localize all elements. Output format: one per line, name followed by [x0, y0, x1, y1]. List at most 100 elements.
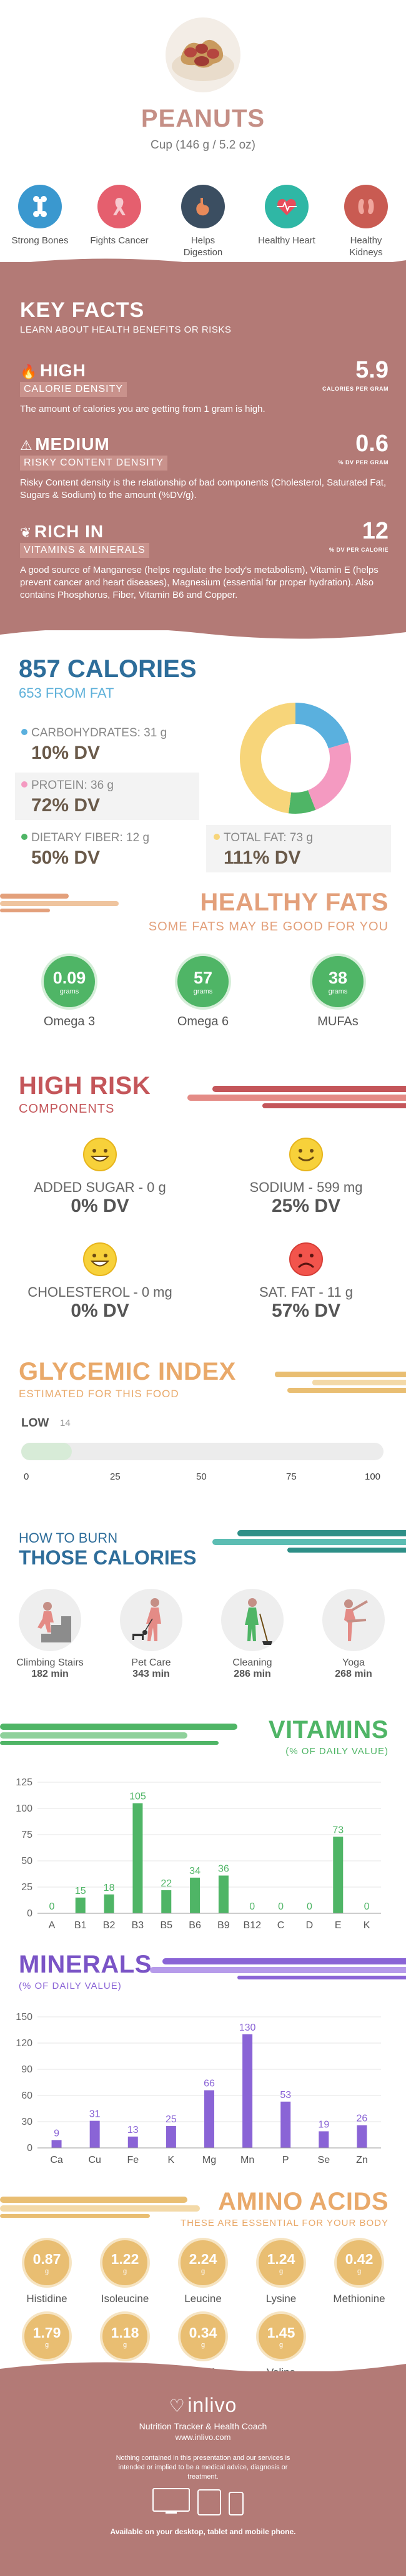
calorie-density-level: 🔥 HIGH — [20, 361, 86, 381]
heart-icon — [265, 185, 309, 228]
amino-value: 0.87 — [32, 2250, 61, 2267]
amino-value: 1.45 — [267, 2324, 295, 2341]
macro-label: DIETARY FIBER: 12 g — [31, 831, 150, 844]
bar-value-label: 73 — [332, 1825, 344, 1835]
fat-name: MUFAs — [317, 1015, 359, 1028]
macro-dv: 10% DV — [31, 743, 101, 763]
bar-value-label: 31 — [89, 2109, 101, 2120]
x-tick-label: B5 — [160, 1920, 172, 1931]
macro-total-fat: TOTAL FAT: 73 g 111% DV — [206, 825, 391, 872]
y-tick-label: 100 — [16, 1803, 32, 1814]
risky-density-tag: RISKY CONTENT DENSITY — [20, 456, 167, 471]
calorie-density-unit: CALORIES PER GRAM — [322, 386, 389, 392]
glycemic-value: 14 — [60, 1418, 71, 1428]
amino-unit: g — [279, 2267, 284, 2275]
macro-dv: 111% DV — [224, 847, 301, 868]
bar-value-label: 0 — [278, 1901, 284, 1912]
burn-name: Climbing Stairs — [16, 1657, 84, 1668]
calorie-density-tag: CALORIE DENSITY — [20, 382, 127, 397]
bar-value-label: 36 — [218, 1864, 229, 1875]
key-facts-title: KEY FACTS — [20, 298, 145, 322]
burn-minutes: 182 min — [31, 1669, 69, 1679]
fat-omega-3: 0.09 grams Omega 3 — [38, 954, 101, 1029]
y-tick-label: 25 — [21, 1882, 32, 1893]
bar — [166, 2126, 176, 2148]
macro-dietary-fiber: DIETARY FIBER: 12 g 50% DV — [15, 825, 199, 872]
burn-minutes: 343 min — [132, 1669, 170, 1679]
x-tick-label: Fe — [127, 2155, 139, 2165]
x-tick-label: K — [364, 1920, 370, 1931]
burn-cleaning: Cleaning 286 min — [209, 1589, 296, 1680]
sad-face-icon — [289, 1242, 323, 1276]
fat-value: 0.09 — [52, 968, 86, 987]
bar-value-label: 26 — [357, 2114, 368, 2124]
cleaning-icon — [221, 1589, 284, 1651]
risk-dv: 57% DV — [271, 1300, 341, 1321]
warning-icon: ⚠ — [20, 437, 32, 453]
donut-slice — [295, 703, 349, 749]
vitamins-density-value: 12 — [362, 518, 389, 544]
bar-value-label: 9 — [54, 2128, 59, 2139]
vitamins-density-tag: VITAMINS & MINERALS — [20, 543, 149, 558]
macro-label: TOTAL FAT: 73 g — [224, 831, 313, 844]
risk-sodium: SODIUM - 599 mg 25% DV — [212, 1137, 400, 1217]
amino-value: 1.24 — [267, 2250, 295, 2267]
y-tick-label: 120 — [16, 2038, 32, 2049]
bar — [218, 1875, 229, 1913]
y-tick-label: 90 — [21, 2064, 32, 2075]
bar — [242, 2034, 253, 2148]
burn-title-big: THOSE CALORIES — [19, 1546, 197, 1569]
x-tick-label: B3 — [132, 1920, 144, 1931]
burn-name: Yoga — [342, 1657, 365, 1668]
benefit-helps-digestion: Helps Digestion — [172, 185, 234, 258]
x-tick-label: Se — [318, 2155, 330, 2165]
risk-dv: 0% DV — [71, 1196, 129, 1216]
risky-density-unit: % DV PER GRAM — [338, 459, 389, 466]
glycemic-tick: 50 — [196, 1471, 207, 1482]
macro-protein: PROTEIN: 36 g 72% DV — [15, 773, 199, 820]
bar-value-label: 19 — [318, 2119, 329, 2130]
footer-url[interactable]: www.inlivo.com — [175, 2432, 231, 2442]
calorie-density-value: 5.9 — [355, 357, 389, 383]
amino-value: 1.18 — [111, 2324, 139, 2341]
serving-size: Cup (146 g / 5.2 oz) — [151, 139, 255, 152]
key-facts-wave-top — [0, 258, 406, 278]
bar-value-label: 25 — [166, 2114, 177, 2125]
amino-value: 0.34 — [189, 2324, 217, 2341]
glycemic-level: LOW — [21, 1417, 49, 1430]
amino-title: AMINO ACIDS — [218, 2188, 389, 2215]
fat-value: 57 — [193, 968, 213, 987]
ribbon-icon — [97, 185, 141, 228]
bar-value-label: 0 — [49, 1901, 54, 1912]
amino-value: 0.42 — [345, 2250, 374, 2267]
amino-item: 1.22 g Isoleucine — [87, 2238, 162, 2305]
burn-minutes: 268 min — [335, 1669, 372, 1679]
footer-brand: inlivo — [187, 2394, 237, 2416]
risk-saturated-fat: SAT. FAT - 11 g 57% DV — [212, 1242, 400, 1322]
amino-name: Histidine — [26, 2293, 67, 2305]
bar-value-label: 15 — [75, 1886, 86, 1896]
glycemic-subtitle: ESTIMATED FOR THIS FOOD — [19, 1388, 179, 1400]
amino-unit: g — [201, 2341, 205, 2349]
burn-minutes: 286 min — [234, 1669, 271, 1679]
bar-value-label: 0 — [364, 1901, 370, 1912]
burn-yoga: Yoga 268 min — [310, 1589, 397, 1680]
burn-name: Pet Care — [131, 1657, 171, 1668]
x-tick-label: Mg — [202, 2155, 216, 2165]
amino-name: Methionine — [333, 2293, 385, 2305]
macro-dv: 50% DV — [31, 847, 101, 868]
benefit-label: Healthy Kidneys — [349, 235, 383, 258]
vitamins-bar-chart: 0 25 50 75 100 125 0 A 15 B1 18 B2 105 B3 22 B5 34 B6 36 B9… — [16, 1777, 381, 1931]
x-tick-label: B2 — [103, 1920, 116, 1931]
bar — [190, 1877, 201, 1913]
minerals-stripes — [150, 1958, 406, 1979]
amino-unit: g — [357, 2267, 362, 2275]
donut-slice — [288, 790, 316, 814]
amino-item: 1.24 g Lysine — [244, 2238, 319, 2305]
footer-brand-row: ♡ inlivo — [0, 2394, 406, 2417]
x-tick-label: E — [335, 1920, 342, 1931]
bar — [75, 1897, 86, 1913]
macro-carbohydrates: CARBOHYDRATES: 31 g 10% DV — [15, 720, 199, 768]
inlivo-heart-icon: ♡ — [169, 2396, 185, 2416]
